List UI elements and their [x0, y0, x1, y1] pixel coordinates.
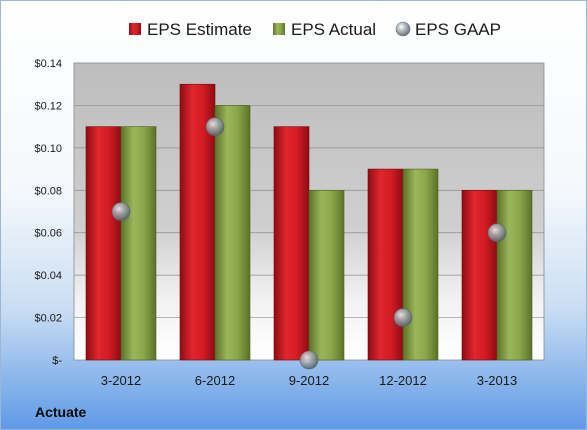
eps-gaap-point — [299, 350, 319, 370]
legend-label-eps-gaap: EPS GAAP — [415, 20, 501, 39]
eps-estimate-bar — [273, 126, 310, 361]
eps-actual-bar — [496, 189, 533, 361]
legend-label-eps-estimate: EPS Estimate — [147, 20, 252, 39]
x-category-label: 6-2012 — [195, 373, 235, 388]
legend-label-eps-actual: EPS Actual — [291, 20, 376, 39]
company-name: Actuate — [35, 404, 87, 420]
legend-swatch-eps-actual — [273, 23, 285, 35]
y-tick-label: $0.04 — [34, 270, 62, 282]
x-category-label: 12-2012 — [379, 373, 427, 388]
eps-gaap-point — [393, 308, 413, 327]
eps-estimate-bar — [367, 168, 404, 361]
x-axis-categories: 3-2012 6-2012 9-2012 12-2012 3-2013 — [101, 373, 517, 388]
y-tick-label: $0.08 — [34, 185, 62, 197]
y-tick-label: $0.06 — [34, 228, 62, 240]
gaap-points — [111, 117, 507, 370]
eps-actual-bar — [120, 126, 157, 361]
y-tick-label: $- — [52, 355, 62, 367]
bars — [85, 83, 533, 361]
y-tick-label: $0.10 — [34, 143, 62, 155]
x-category-label: 3-2013 — [477, 373, 517, 388]
eps-gaap-point — [205, 117, 225, 136]
y-tick-label: $0.14 — [34, 58, 62, 70]
eps-actual-bar — [402, 168, 439, 361]
y-tick-label: $0.12 — [34, 100, 62, 112]
legend-marker-eps-gaap — [395, 21, 411, 37]
x-category-label: 3-2012 — [101, 373, 141, 388]
eps-gaap-point — [111, 202, 131, 221]
eps-actual-bar — [308, 189, 345, 361]
eps-gaap-point — [487, 223, 507, 243]
eps-actual-bar — [214, 105, 251, 361]
x-category-label: 9-2012 — [289, 373, 329, 388]
eps-estimate-bar — [461, 189, 498, 361]
legend-swatch-eps-estimate — [129, 23, 141, 35]
legend: EPS Estimate EPS Actual EPS GAAP — [129, 20, 501, 39]
y-tick-label: $0.02 — [34, 313, 62, 325]
y-axis-ticks: $- $0.02 $0.04 $0.06 $0.08 $0.10 $0.12 $0.14 — [34, 58, 62, 367]
eps-estimate-bar — [85, 126, 122, 361]
